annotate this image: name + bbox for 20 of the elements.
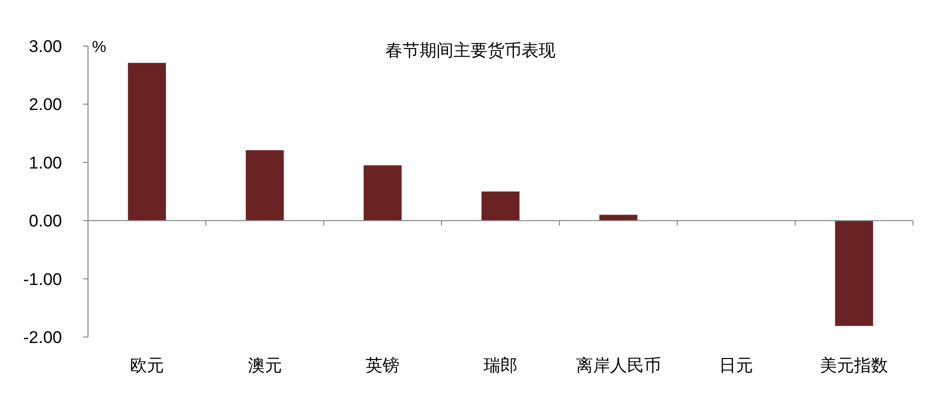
x-tick-label: 瑞郎 — [484, 356, 518, 375]
x-tick-label: 欧元 — [130, 356, 164, 375]
y-tick-label: 2.00 — [28, 95, 62, 114]
y-tick-label: -1.00 — [23, 270, 62, 289]
y-tick-label: 3.00 — [28, 37, 62, 56]
x-tick-label: 离岸人民币 — [576, 356, 661, 375]
y-tick-label: -2.00 — [23, 328, 62, 347]
bar — [835, 220, 874, 326]
y-axis-title: % — [92, 39, 106, 56]
y-tick-label: 0.00 — [28, 212, 62, 231]
x-tick-label: 英镑 — [366, 356, 400, 375]
bar — [482, 192, 520, 221]
bar — [364, 165, 402, 221]
y-tick-label: 1.00 — [28, 153, 62, 172]
x-tick-label: 澳元 — [248, 356, 282, 375]
x-tick-label: 日元 — [719, 356, 754, 375]
bar — [246, 150, 284, 221]
chart-title: 春节期间主要货币表现 — [386, 41, 556, 60]
x-tick-label: 美元指数 — [820, 356, 888, 375]
bar — [128, 62, 166, 221]
